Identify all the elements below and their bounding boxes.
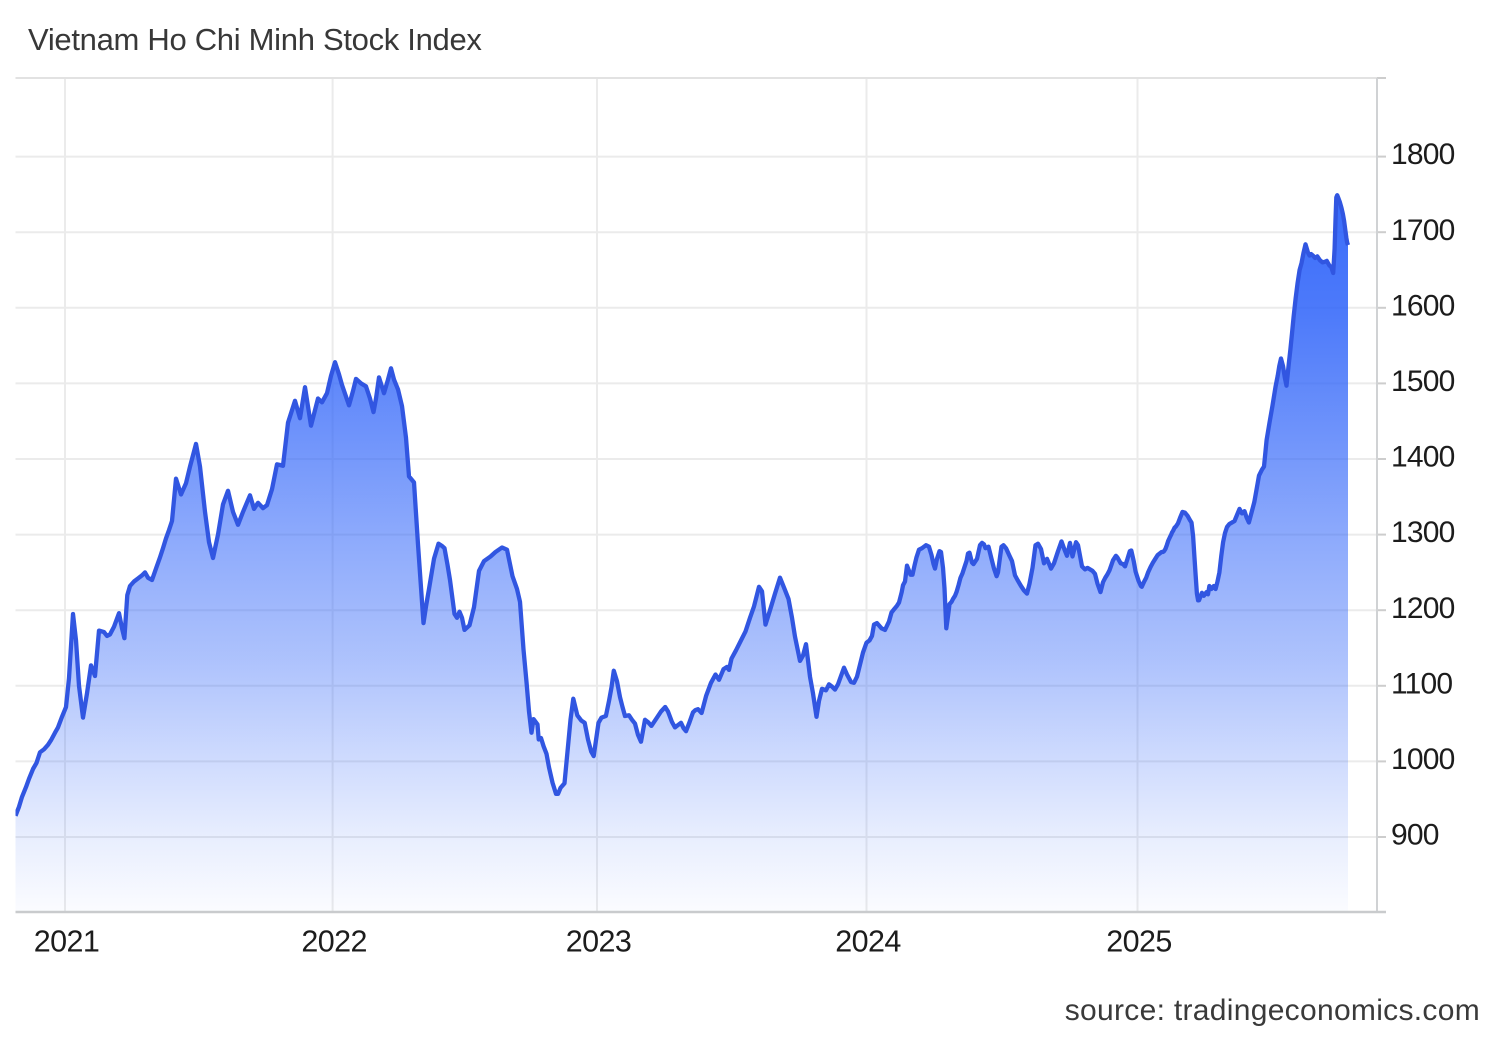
svg-text:2023: 2023 xyxy=(566,925,631,959)
svg-text:1800: 1800 xyxy=(1391,138,1455,171)
svg-text:1300: 1300 xyxy=(1391,516,1455,549)
svg-text:900: 900 xyxy=(1391,819,1439,852)
svg-text:1600: 1600 xyxy=(1391,289,1455,322)
svg-text:2024: 2024 xyxy=(835,925,901,959)
svg-text:2025: 2025 xyxy=(1106,925,1171,959)
svg-text:2021: 2021 xyxy=(34,925,99,959)
svg-text:1000: 1000 xyxy=(1391,743,1455,776)
svg-text:1700: 1700 xyxy=(1391,214,1455,247)
svg-text:source: tradingeconomics.com: source: tradingeconomics.com xyxy=(1065,994,1480,1027)
svg-text:1500: 1500 xyxy=(1391,365,1455,398)
svg-text:1400: 1400 xyxy=(1391,441,1455,474)
svg-text:1200: 1200 xyxy=(1391,592,1455,625)
svg-text:Vietnam Ho Chi Minh Stock Inde: Vietnam Ho Chi Minh Stock Index xyxy=(28,22,482,57)
svg-text:1100: 1100 xyxy=(1391,667,1452,700)
svg-text:2022: 2022 xyxy=(301,925,366,959)
